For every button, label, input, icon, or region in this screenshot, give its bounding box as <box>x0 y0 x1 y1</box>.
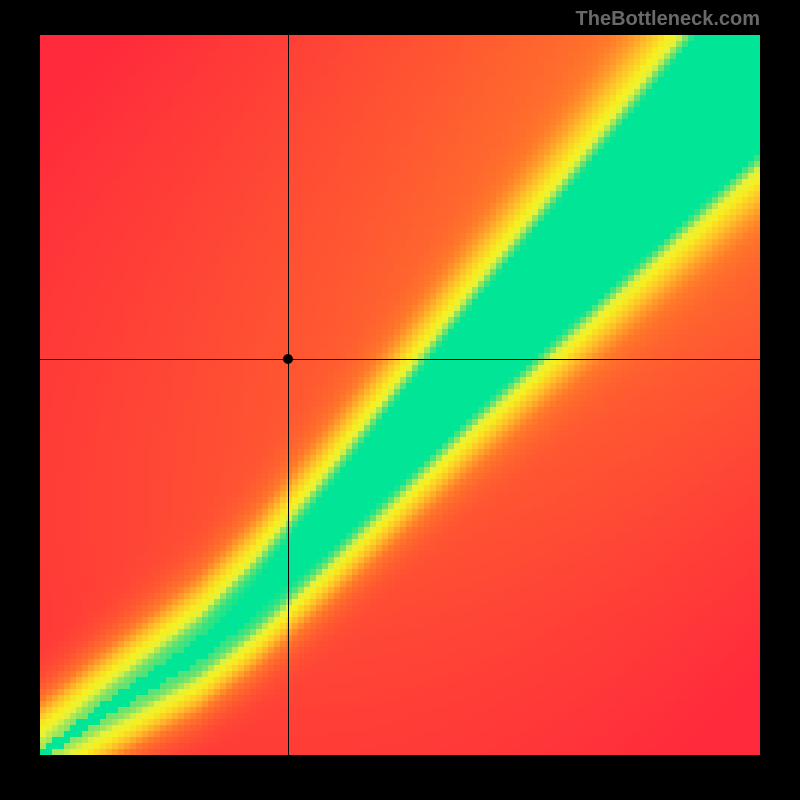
crosshair-horizontal <box>40 359 760 360</box>
chart-container: TheBottleneck.com <box>0 0 800 800</box>
data-point-marker <box>283 354 293 364</box>
crosshair-vertical <box>288 35 289 755</box>
watermark-text: TheBottleneck.com <box>576 8 760 31</box>
plot-area <box>40 35 760 755</box>
heatmap-canvas <box>40 35 760 755</box>
